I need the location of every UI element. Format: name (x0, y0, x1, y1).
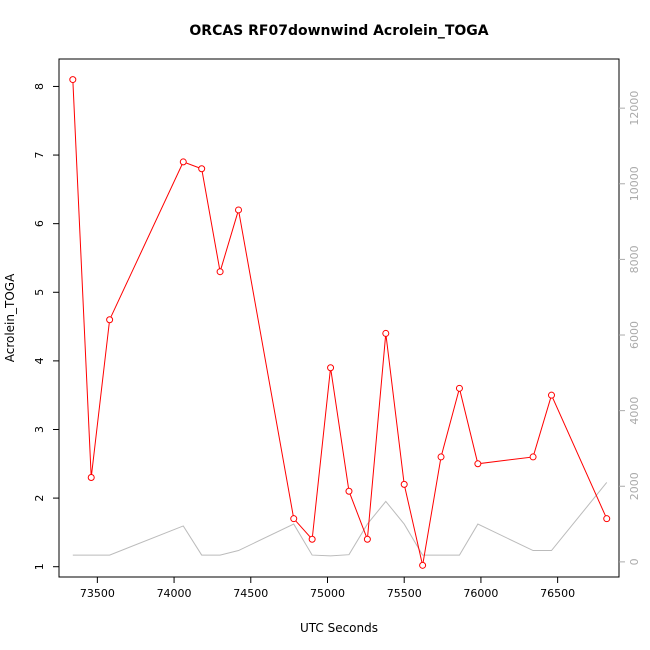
data-point (235, 206, 243, 214)
series-layer (69, 76, 611, 569)
y2-tick-label: 0 (628, 558, 641, 565)
y2-tick-label: 4000 (628, 397, 641, 425)
data-point (87, 474, 95, 482)
y2-tick-label: 6000 (628, 321, 641, 349)
y-tick-label: 3 (33, 426, 46, 433)
y2-tick-label: 8000 (628, 245, 641, 273)
x-tick-label: 74500 (233, 587, 268, 600)
x-tick-label: 75500 (387, 587, 422, 600)
y2-tick-label: 2000 (628, 472, 641, 500)
y-tick-label: 8 (33, 83, 46, 90)
series-line-secondary (72, 482, 608, 557)
y-tick-label: 1 (33, 563, 46, 570)
data-point (382, 329, 390, 337)
y-axis-right: 0 2000 4000 6000 8000 10000 12000 (619, 91, 641, 565)
data-point (455, 384, 463, 392)
y-tick-label: 7 (33, 152, 46, 159)
data-point (603, 515, 611, 523)
chart-title: ORCAS RF07downwind Acrolein_TOGA (189, 23, 488, 39)
y-tick-label: 4 (33, 357, 46, 364)
data-point (198, 165, 206, 173)
data-point (69, 76, 77, 84)
data-point (308, 535, 316, 543)
x-tick-label: 74000 (157, 587, 192, 600)
x-tick-label: 76500 (540, 587, 575, 600)
x-axis-label: UTC Seconds (300, 621, 378, 635)
series-line-primary (72, 79, 608, 566)
data-point (345, 487, 353, 495)
y-tick-label: 6 (33, 220, 46, 227)
data-point (419, 561, 427, 569)
data-point (216, 268, 224, 276)
y-tick-label: 5 (33, 289, 46, 296)
plot-frame (58, 58, 620, 578)
x-tick-label: 76000 (463, 587, 498, 600)
data-point (474, 460, 482, 468)
data-point (400, 480, 408, 488)
y-axis-label: Acrolein_TOGA (3, 273, 17, 362)
x-axis: 73500 74000 74500 75000 75500 76000 76500 (80, 577, 575, 600)
data-point (327, 364, 335, 372)
data-point (529, 453, 537, 461)
y-axis-left: 1 2 3 4 5 6 7 8 (33, 83, 59, 570)
data-point (363, 535, 371, 543)
x-tick-label: 73500 (80, 587, 115, 600)
y-tick-label: 2 (33, 495, 46, 502)
data-point (106, 316, 114, 324)
data-point (437, 453, 445, 461)
y2-tick-label: 12000 (628, 91, 641, 126)
data-point (290, 515, 298, 523)
data-point (179, 158, 187, 166)
x-tick-label: 75000 (310, 587, 345, 600)
data-point (547, 391, 555, 399)
y2-tick-label: 10000 (628, 166, 641, 201)
